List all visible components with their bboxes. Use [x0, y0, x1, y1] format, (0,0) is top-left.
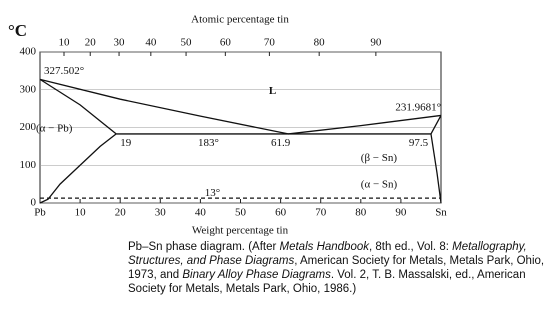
annotation: (α − Pb): [36, 123, 73, 135]
x2-tick-label: 20: [85, 37, 97, 49]
x2-tick-label: 40: [145, 37, 157, 49]
x-tick-label: 30: [155, 207, 167, 219]
phase-line: [430, 115, 442, 135]
phase-line: [39, 78, 117, 135]
caption-part: Pb–Sn phase diagram. (After: [128, 241, 280, 253]
caption-part: , 8th ed., Vol. 8:: [369, 241, 453, 253]
caption-part: . Vol. 2, T. B. Massalski, ed., American…: [128, 269, 526, 295]
y-tick-label: 300: [20, 83, 37, 95]
phase-line: [430, 133, 442, 204]
caption-part: , American Society for Metals, Metals Pa…: [128, 255, 545, 281]
annotation: (β − Sn): [361, 152, 398, 164]
x-tick-label: 90: [395, 207, 407, 219]
x-tick-label: Pb: [34, 207, 46, 219]
x-tick-label: 70: [315, 207, 327, 219]
x-tick-label: 10: [75, 207, 87, 219]
x2-axis-title: Atomic percentage tin: [191, 14, 289, 26]
phase-line: [39, 78, 289, 135]
annotation: 183°: [198, 137, 219, 149]
x2-tick-label: 10: [58, 37, 70, 49]
x2-tick-label: 30: [114, 37, 126, 49]
annotation: 13°: [205, 187, 220, 199]
x2-tick-label: 80: [314, 37, 326, 49]
x-tick-label: Sn: [435, 207, 447, 219]
caption-part: Metals Handbook: [279, 241, 370, 253]
annotation: 61.9: [271, 137, 291, 149]
annotation: L: [269, 85, 276, 97]
x-tick-label: 50: [235, 207, 247, 219]
x2-tick-label: 70: [264, 37, 276, 49]
annotation: 327.502°: [44, 65, 84, 77]
annotation: 19: [120, 137, 132, 149]
x-tick-label: 80: [355, 207, 367, 219]
x2-tick-label: 90: [370, 37, 382, 49]
y-tick-label: 400: [20, 46, 37, 58]
y-tick-label: 100: [20, 159, 37, 171]
x-tick-label: 60: [275, 207, 287, 219]
x-tick-label: 20: [115, 207, 127, 219]
caption: Pb–Sn phase diagram. (After Metals Handb…: [128, 240, 548, 296]
y-tick-label: 0: [31, 197, 37, 209]
x-axis-title: Weight percentage tin: [192, 225, 289, 237]
x2-tick-label: 50: [181, 37, 193, 49]
caption-part: Metallography, Structures, and Phase Dia…: [128, 241, 527, 267]
annotation: 231.9681°: [395, 101, 441, 113]
phase-line: [39, 133, 117, 204]
chart: Atomic percentage tin Weight percentage …: [8, 14, 447, 237]
annotation: (α − Sn): [361, 178, 398, 190]
phase-line: [288, 114, 442, 135]
x-tick-label: 40: [195, 207, 207, 219]
y-tick-label: 200: [20, 121, 37, 133]
caption-part: Binary Alloy Phase Diagrams: [182, 269, 331, 281]
y-axis-title: °C: [8, 21, 27, 40]
x2-tick-label: 60: [220, 37, 232, 49]
annotation: 97.5: [409, 137, 429, 149]
